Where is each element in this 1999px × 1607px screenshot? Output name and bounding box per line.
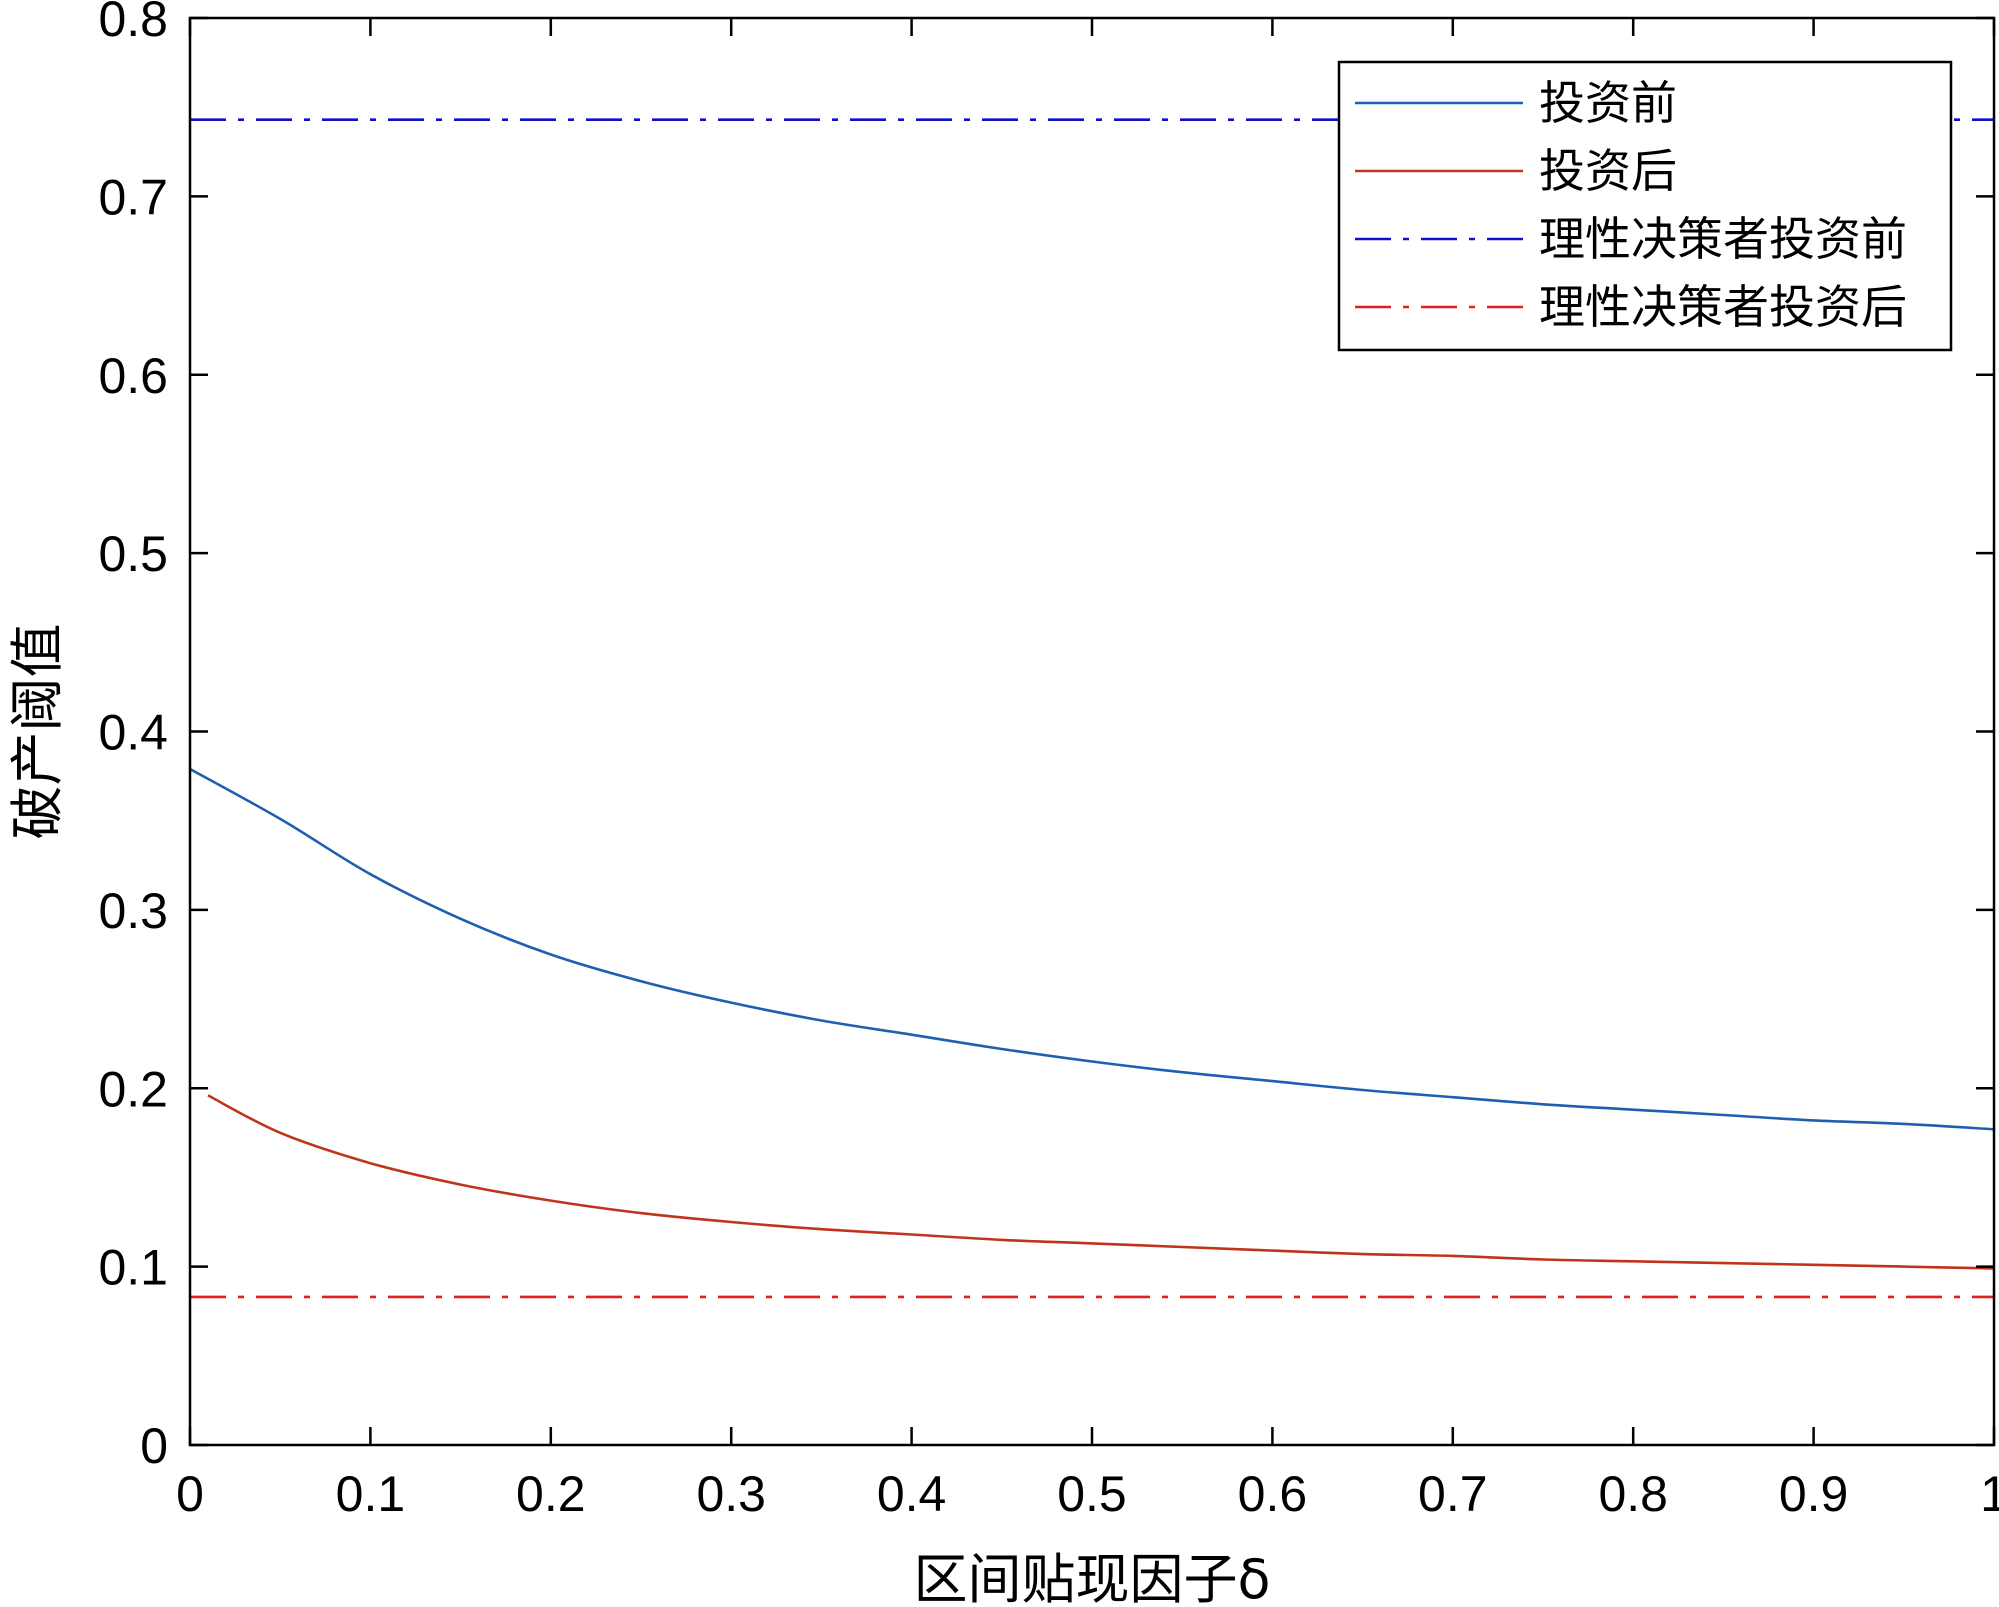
x-axis-label: 区间贴现因子δ xyxy=(913,1548,1270,1607)
series-line-1 xyxy=(190,767,1994,1131)
y-tick-label: 0.8 xyxy=(98,0,168,47)
y-axis-label: 破产阈值 xyxy=(6,624,69,840)
x-tick-label: 0.6 xyxy=(1238,1466,1308,1522)
legend-label: 理性决策者投资后 xyxy=(1539,280,1907,334)
x-tick-label: 0.8 xyxy=(1598,1466,1668,1522)
legend-label: 投资前 xyxy=(1539,76,1677,130)
legend-label: 投资后 xyxy=(1539,144,1677,198)
y-tick-label: 0.6 xyxy=(98,348,168,404)
x-tick-label: 0.7 xyxy=(1418,1466,1488,1522)
x-tick-label: 0.2 xyxy=(516,1466,586,1522)
x-tick-label: 0.1 xyxy=(336,1466,406,1522)
y-tick-label: 0 xyxy=(140,1418,168,1474)
y-tick-label: 0.1 xyxy=(98,1240,168,1296)
ticks-layer: 0 0.1 0.2 0.3 0.4 0.5 0.6 0.7 0.8 0.9 1 0 0.1 0.2 0.3 0… xyxy=(98,0,1999,1522)
x-tick-label: 0.5 xyxy=(1057,1466,1127,1522)
x-tick-label: 0.9 xyxy=(1779,1466,1849,1522)
legend-box xyxy=(1337,60,1953,352)
y-tick-label: 0.2 xyxy=(98,1061,168,1117)
x-tick-label: 0.3 xyxy=(696,1466,766,1522)
y-tick-label: 0.4 xyxy=(98,705,168,761)
series-line-2 xyxy=(207,1094,1994,1270)
y-tick-label: 0.3 xyxy=(98,883,168,939)
x-tick-label: 1 xyxy=(1980,1466,1999,1522)
y-tick-label: 0.7 xyxy=(98,169,168,225)
x-tick-label: 0 xyxy=(176,1466,204,1522)
x-tick-label: 0.4 xyxy=(877,1466,947,1522)
legend-label: 理性决策者投资前 xyxy=(1539,212,1907,266)
y-tick-label: 0.5 xyxy=(98,526,168,582)
axes-frame xyxy=(188,16,1996,1447)
